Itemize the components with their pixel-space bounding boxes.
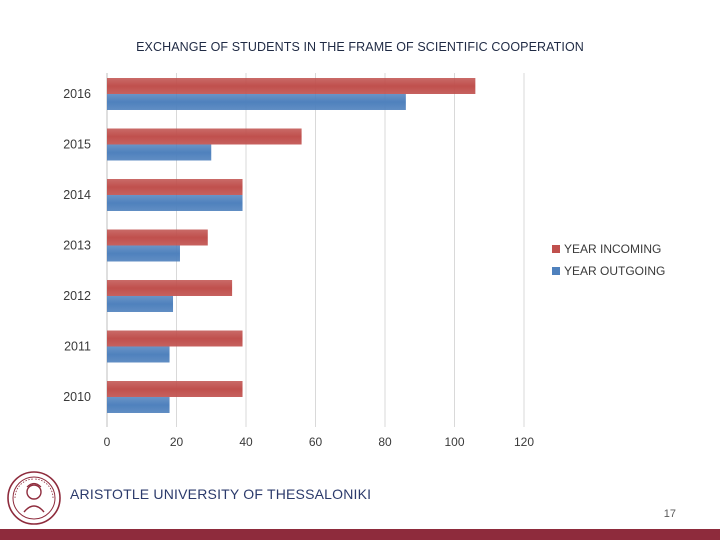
x-tick-label: 120 xyxy=(514,435,534,449)
x-tick-label: 60 xyxy=(309,435,323,449)
page-number: 17 xyxy=(663,508,676,520)
y-tick-label: 2012 xyxy=(63,289,91,303)
bar-incoming-2015 xyxy=(107,128,302,145)
chart-legend: YEAR INCOMING YEAR OUTGOING xyxy=(552,238,665,282)
legend-item-incoming: YEAR INCOMING xyxy=(552,238,665,260)
bar-incoming-2011 xyxy=(107,330,243,347)
x-tick-label: 20 xyxy=(170,435,184,449)
university-name: ARISTOTLE UNIVERSITY OF THESSALONIKI xyxy=(70,486,372,502)
x-tick-label: 0 xyxy=(104,435,111,449)
bar-outgoing-2016 xyxy=(107,94,406,110)
university-seal-icon xyxy=(7,471,61,525)
bar-outgoing-2014 xyxy=(107,195,243,211)
chart-title: EXCHANGE OF STUDENTS IN THE FRAME OF SCI… xyxy=(136,40,584,54)
bar-incoming-2013 xyxy=(107,229,208,246)
y-tick-label: 2011 xyxy=(64,340,91,354)
x-tick-label: 40 xyxy=(239,435,253,449)
bar-outgoing-2012 xyxy=(107,296,174,312)
y-tick-label: 2015 xyxy=(63,138,91,152)
bar-outgoing-2013 xyxy=(107,245,180,262)
x-tick-label: 80 xyxy=(378,435,392,449)
footer-accent-bar xyxy=(0,529,720,540)
bar-incoming-2014 xyxy=(107,179,243,195)
bar-incoming-2012 xyxy=(107,280,233,296)
legend-label-incoming: YEAR INCOMING xyxy=(564,242,662,256)
x-tick-label: 100 xyxy=(444,435,464,449)
bar-incoming-2010 xyxy=(107,381,243,397)
y-tick-label: 2014 xyxy=(63,188,91,202)
legend-swatch-incoming xyxy=(552,245,560,253)
y-tick-label: 2013 xyxy=(63,239,91,253)
legend-swatch-outgoing xyxy=(552,267,560,275)
y-tick-label: 2016 xyxy=(63,87,91,101)
legend-label-outgoing: YEAR OUTGOING xyxy=(564,264,666,278)
legend-item-outgoing: YEAR OUTGOING xyxy=(552,260,665,282)
bar-outgoing-2011 xyxy=(107,346,170,363)
bar-chart: 0 20 40 60 80 100 120 2016 2015 2014 2013 2012 2011 2… xyxy=(63,73,534,449)
bar-incoming-2016 xyxy=(107,78,476,94)
y-tick-label: 2010 xyxy=(63,390,91,404)
bar-outgoing-2015 xyxy=(107,144,212,161)
bar-outgoing-2010 xyxy=(107,397,170,413)
